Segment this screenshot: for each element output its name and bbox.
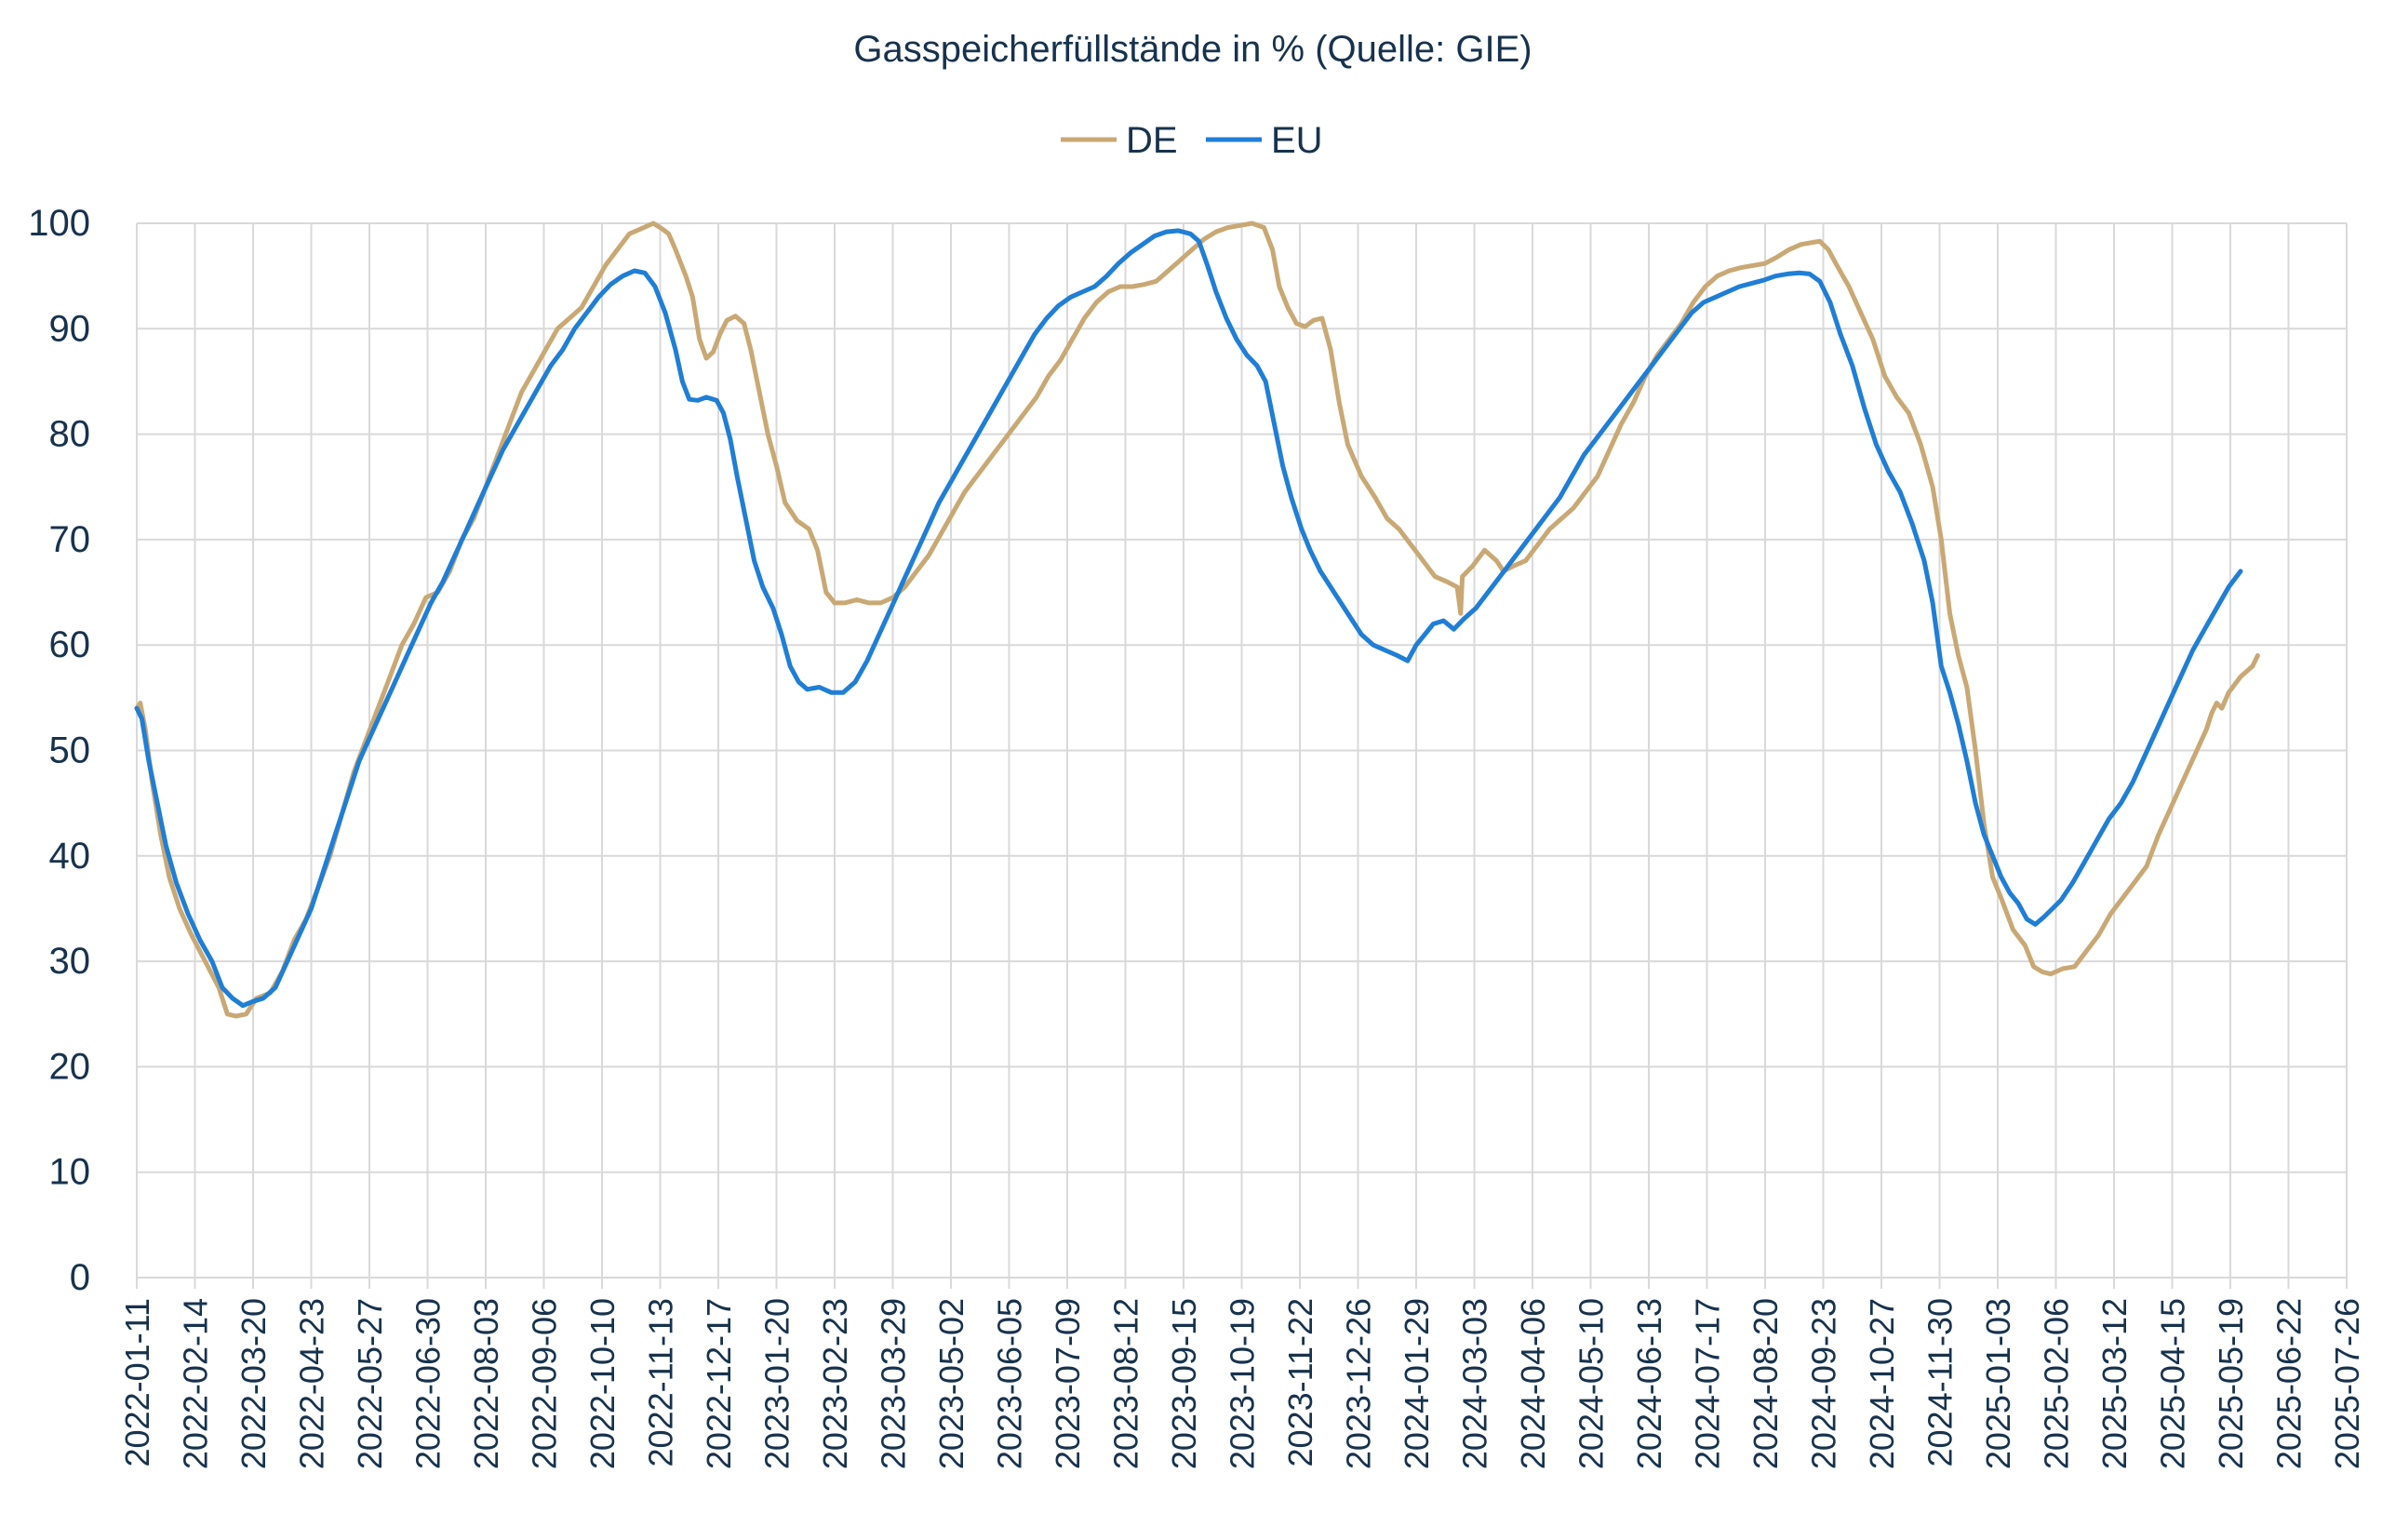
x-tick-label: 2024-01-29 [1398, 1298, 1436, 1469]
x-tick-label: 2024-07-17 [1689, 1298, 1727, 1469]
x-tick-label: 2024-06-13 [1630, 1298, 1668, 1469]
x-tick-label: 2023-09-15 [1165, 1298, 1203, 1469]
x-tick-label: 2023-08-12 [1107, 1298, 1145, 1469]
x-tick-label: 2022-03-20 [234, 1298, 273, 1469]
series-line-de [134, 221, 2260, 1019]
x-tick-label: 2023-02-23 [816, 1298, 854, 1469]
y-tick-label: 10 [49, 1152, 91, 1193]
x-tick-label: 2023-10-19 [1224, 1298, 1262, 1469]
x-tick-label: 2023-06-05 [991, 1298, 1029, 1469]
x-tick-label: 2024-04-06 [1514, 1298, 1552, 1469]
x-tick-label: 2024-09-23 [1805, 1298, 1843, 1469]
x-tick-label: 2025-03-12 [2095, 1298, 2134, 1469]
x-tick-label: 2022-09-06 [526, 1298, 564, 1469]
x-tick-label: 2023-12-26 [1340, 1298, 1378, 1469]
x-tick-label: 2024-10-27 [1863, 1298, 1901, 1469]
x-tick-label: 2022-01-11 [118, 1298, 156, 1466]
y-tick-label: 90 [49, 308, 91, 349]
x-tick-label: 2022-08-03 [467, 1298, 505, 1469]
x-tick-label: 2022-12-17 [700, 1298, 738, 1469]
y-tick-label: 80 [49, 414, 91, 455]
legend-label-de: DE [1126, 120, 1178, 161]
x-tick-label: 2025-07-26 [2328, 1298, 2366, 1469]
x-tick-label: 2023-05-02 [932, 1298, 970, 1469]
y-axis: 0 10 20 30 40 50 60 70 80 90 100 [28, 203, 90, 1298]
x-tick-label: 2024-11-30 [1921, 1298, 1960, 1466]
gridlines [136, 222, 2348, 1279]
legend-label-eu: EU [1271, 120, 1323, 161]
series-line-eu [134, 228, 2243, 1009]
x-tick-label: 2022-10-10 [583, 1298, 622, 1469]
x-tick-label: 2023-03-29 [875, 1298, 913, 1469]
y-tick-label: 50 [49, 730, 91, 771]
x-tick-label: 2022-06-30 [409, 1298, 448, 1469]
x-axis: 2022-01-11 2022-02-14 2022-03-20 2022-04-23… [118, 1278, 2366, 1469]
chart-title: Gasspeicherfüllstände in % (Quelle: GIE) [853, 29, 1532, 70]
x-tick-label: 2024-03-03 [1456, 1298, 1494, 1469]
series-lines [134, 221, 2260, 1019]
x-tick-label: 2022-11-13 [642, 1298, 680, 1466]
x-tick-label: 2023-07-09 [1049, 1298, 1087, 1469]
y-tick-label: 20 [49, 1046, 91, 1087]
x-tick-label: 2024-08-20 [1746, 1298, 1785, 1469]
y-tick-label: 0 [70, 1257, 90, 1298]
x-tick-label: 2025-01-03 [1979, 1298, 2017, 1469]
x-tick-label: 2023-11-22 [1281, 1298, 1319, 1466]
x-tick-label: 2023-01-20 [758, 1298, 796, 1469]
x-tick-label: 2025-05-19 [2212, 1298, 2250, 1469]
x-tick-label: 2022-02-14 [177, 1298, 215, 1469]
x-tick-label: 2025-06-22 [2270, 1298, 2308, 1469]
x-tick-label: 2022-05-27 [351, 1298, 389, 1469]
y-tick-label: 30 [49, 941, 91, 982]
x-tick-label: 2025-04-15 [2154, 1298, 2192, 1469]
legend: DE EU [1061, 120, 1323, 161]
x-tick-label: 2025-02-06 [2038, 1298, 2076, 1469]
y-tick-label: 70 [49, 519, 91, 560]
y-tick-label: 60 [49, 624, 91, 665]
x-tick-label: 2022-04-23 [293, 1298, 331, 1469]
y-tick-label: 40 [49, 836, 91, 877]
y-tick-label: 100 [28, 203, 90, 244]
x-tick-label: 2024-05-10 [1572, 1298, 1611, 1469]
